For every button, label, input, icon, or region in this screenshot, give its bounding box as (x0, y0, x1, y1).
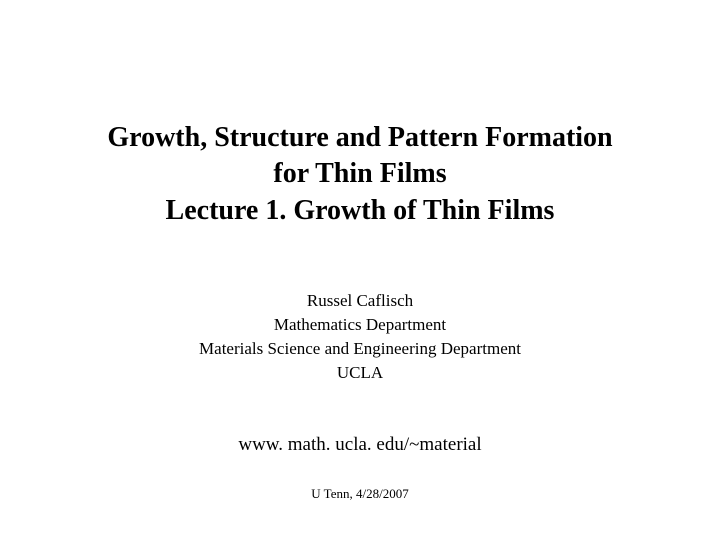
author-block: Russel Caflisch Mathematics Department M… (199, 289, 521, 384)
author-dept1: Mathematics Department (199, 313, 521, 337)
url-text: www. math. ucla. edu/~material (238, 434, 481, 456)
title-line-3: Lecture 1. Growth of Thin Films (107, 193, 612, 229)
title-block: Growth, Structure and Pattern Formation … (107, 120, 612, 229)
author-institution: UCLA (199, 361, 521, 385)
author-dept2: Materials Science and Engineering Depart… (199, 337, 521, 361)
title-line-2: for Thin Films (107, 156, 612, 192)
title-line-1: Growth, Structure and Pattern Formation (107, 120, 612, 156)
author-name: Russel Caflisch (199, 289, 521, 313)
footer-text: U Tenn, 4/28/2007 (311, 486, 408, 502)
slide-container: Growth, Structure and Pattern Formation … (0, 0, 720, 540)
